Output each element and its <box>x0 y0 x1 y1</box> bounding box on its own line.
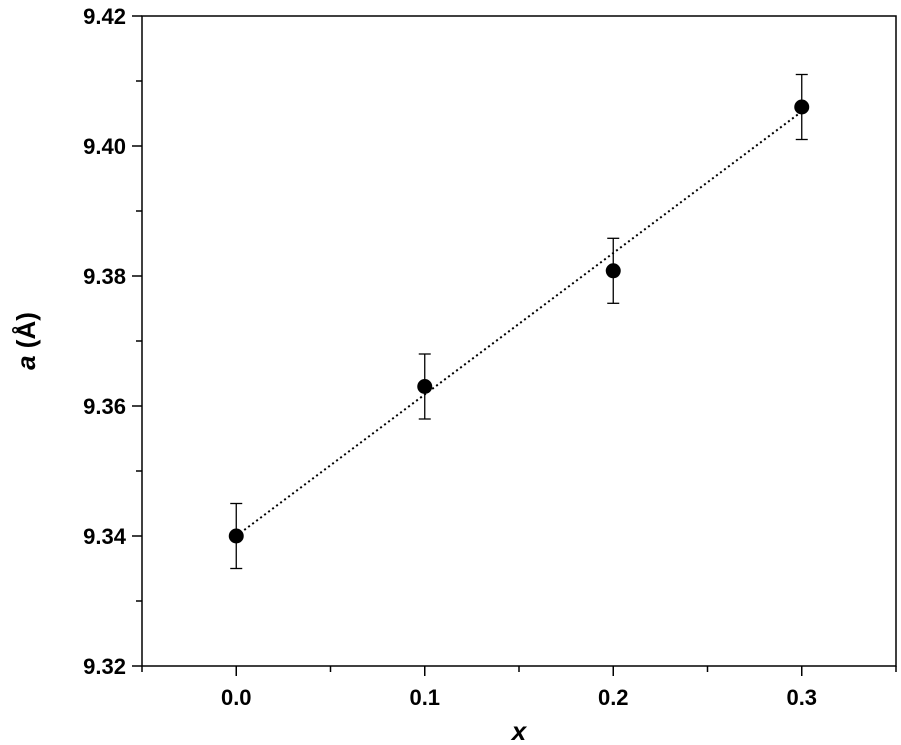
y-tick-label-1: 9.34 <box>83 524 127 549</box>
y-tick-labels: 9.32 9.34 9.36 9.38 9.40 9.42 <box>83 4 127 679</box>
x-tick-label-3: 0.3 <box>786 685 817 710</box>
y-axis-title-unit: (Å) <box>11 312 41 355</box>
y-tick-label-4: 9.40 <box>83 134 126 159</box>
plot-frame <box>141 15 897 667</box>
data-point-0 <box>228 528 244 544</box>
x-tick-label-2: 0.2 <box>598 685 629 710</box>
axis-ticks <box>132 15 897 676</box>
y-axis-title: a (Å) <box>11 312 41 370</box>
y-tick-label-5: 9.42 <box>83 4 126 29</box>
error-bar-layer <box>230 73 808 570</box>
data-point-1 <box>417 379 433 394</box>
data-point-2 <box>605 263 621 279</box>
y-tick-label-3: 9.38 <box>83 264 126 289</box>
x-axis-title: x <box>510 716 528 745</box>
y-tick-label-0: 9.32 <box>83 654 126 679</box>
data-point-3 <box>794 99 810 115</box>
fit-line <box>235 110 803 537</box>
y-tick-label-2: 9.36 <box>83 394 126 419</box>
x-tick-label-0: 0.0 <box>221 685 252 710</box>
fit-line-layer <box>235 110 803 537</box>
y-axis-title-variable: a <box>11 355 41 369</box>
x-tick-label-1: 0.1 <box>409 685 440 710</box>
data-points-layer <box>228 99 810 544</box>
x-tick-labels: 0.0 0.1 0.2 0.3 <box>221 685 817 710</box>
